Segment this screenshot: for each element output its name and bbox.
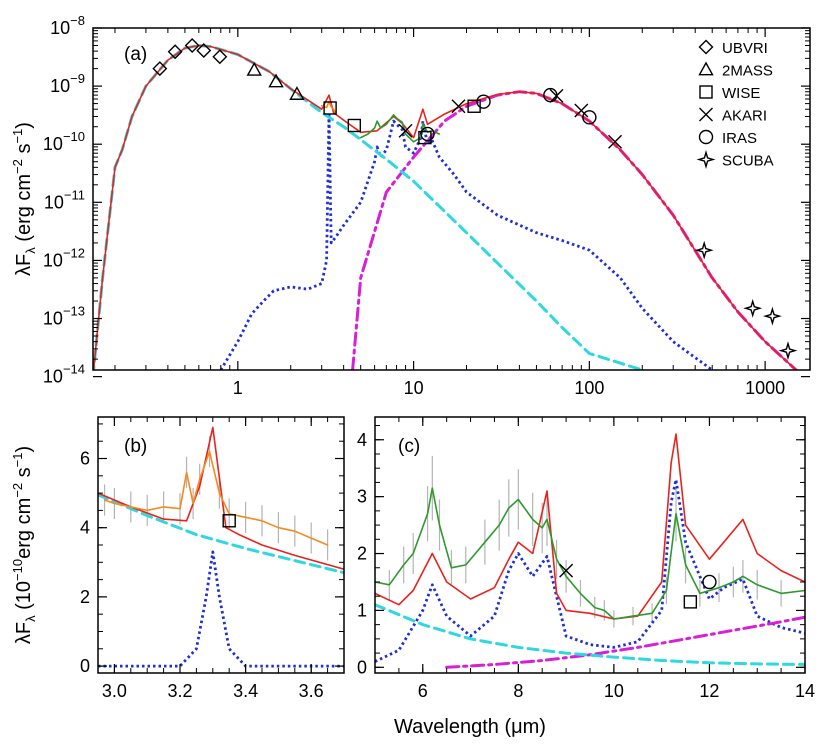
- panel-a-point-star: [743, 298, 763, 318]
- panel-a-point-square: [347, 118, 362, 133]
- y-tick-label: 0: [80, 656, 90, 676]
- panel-b-series-pah-2: [98, 550, 344, 668]
- panel-b-label: (b): [124, 436, 147, 457]
- panel-b-series-spectrum-3: [103, 450, 329, 546]
- x-tick-label: 14: [795, 681, 815, 701]
- panel-c-x-axis-title: Wavelength (μm): [394, 716, 546, 738]
- x-tick-label: 10: [404, 378, 424, 398]
- y-tick-label: 6: [80, 449, 90, 469]
- x-tick-label: 3.6: [299, 681, 324, 701]
- panel-a-point-circle: [582, 110, 597, 125]
- x-tick-label: 10: [604, 681, 624, 701]
- panel-a-point-diamond: [212, 49, 228, 65]
- panel-b-point-square: [222, 514, 236, 528]
- x-tick-label: 6: [418, 681, 428, 701]
- panel-a-label: (a): [124, 44, 147, 65]
- x-tick-label: 1000: [745, 378, 785, 398]
- y-tick-label: 3: [357, 487, 367, 507]
- y-tick-label: 10−11: [44, 187, 85, 212]
- panel-a-point-square: [323, 101, 337, 115]
- panel-a-point-circle: [420, 126, 435, 142]
- panel-c-point-circle: [702, 574, 717, 590]
- panel-b-series-total-1: [98, 426, 344, 570]
- panel-a: 1 10 100 1000 10−8 10−9 10−10 10−11 10−12 10−13 10…: [10, 13, 811, 398]
- y-tick-label: 10−8: [50, 13, 85, 38]
- panel-a-point-diamond: [167, 44, 183, 60]
- legend-label-triangle: 2MASS: [722, 63, 773, 80]
- y-tick-label: 10−14: [43, 362, 85, 387]
- panel-a-point-diamond: [184, 38, 200, 53]
- panel-a-point-cross: [398, 123, 413, 138]
- panel-a-point-cross: [608, 134, 623, 149]
- panel-a-series-pah-1: [219, 111, 714, 370]
- panel-c-series-total-3: [375, 433, 805, 620]
- y-tick-label: 10−10: [43, 129, 85, 154]
- panel-a-point-cross: [574, 103, 589, 118]
- x-tick-label: 100: [574, 378, 604, 398]
- legend-label-circle: IRAS: [722, 130, 757, 147]
- panel-a-point-star: [762, 306, 782, 326]
- panel-a-series-stars-0: [93, 44, 644, 370]
- panel-a-point-diamond: [152, 61, 168, 77]
- y-tick-label: 2: [357, 544, 367, 564]
- legend-label-square: WISE: [722, 85, 760, 102]
- y-tick-label: 2: [80, 587, 90, 607]
- x-tick-label: 12: [699, 681, 719, 701]
- legend-label-diamond: UBVRI: [722, 40, 768, 57]
- panel-a-frame: [92, 27, 811, 371]
- panel-a-point-circle: [543, 87, 558, 103]
- y-tick-label: 0: [357, 657, 367, 677]
- panel-a-series-spectrum-4: [359, 114, 441, 143]
- legend-marker-square: [699, 85, 713, 99]
- y-tick-label: 10−13: [43, 304, 85, 329]
- panel-c-series-spectrum-4: [375, 487, 805, 620]
- x-tick-label: 3.0: [102, 681, 127, 701]
- y-tick-label: 4: [357, 430, 367, 450]
- panel-a-y-axis-title: λFλ (erg cm−2 s−1): [10, 122, 38, 276]
- legend-label-star: SCUBA: [722, 153, 774, 170]
- panel-a-point-star: [694, 240, 714, 260]
- panel-b-y-axis-title: λFλ (10−10erg cm−2 s−1): [10, 446, 38, 644]
- panel-a-legend: UBVRI 2MASS WISE AKARI IRAS SCUBA: [696, 39, 774, 170]
- y-tick-label: 10−9: [50, 71, 85, 96]
- panel-c-point-square: [683, 595, 698, 609]
- legend-marker-triangle: [698, 61, 714, 76]
- panel-c-series-dust-1: [445, 615, 805, 669]
- panel-c-label: (c): [398, 436, 420, 457]
- legend-marker-circle: [698, 129, 714, 145]
- panel-a-series-total-3: [93, 44, 798, 370]
- panel-c-point-cross: [559, 563, 574, 578]
- y-tick-label: 4: [80, 518, 90, 538]
- panel-b-series-stars-0: [98, 493, 344, 575]
- panel-a-point-square: [418, 130, 432, 145]
- panel-a-point-triangle: [268, 73, 284, 88]
- y-tick-label: 10−12: [43, 245, 85, 270]
- x-tick-label: 1: [233, 378, 243, 398]
- panel-a-point-triangle: [246, 61, 262, 76]
- panel-a-point-diamond: [196, 43, 212, 58]
- y-tick-label: 1: [357, 600, 367, 620]
- x-tick-label: 3.2: [167, 681, 192, 701]
- panel-a-point-star: [778, 341, 798, 361]
- panel-a-point-square: [467, 99, 481, 113]
- x-tick-label: 3.4: [233, 681, 258, 701]
- panel-a-point-circle: [476, 94, 491, 109]
- legend-label-cross: AKARI: [722, 108, 767, 125]
- legend-marker-cross: [699, 107, 713, 122]
- panel-a-point-triangle: [289, 86, 305, 100]
- panel-b: 3.0 3.2 3.4 3.6 0 2 4 6 (b) λFλ (10−10erg cm−2 …: [10, 416, 345, 701]
- legend-marker-star: [696, 150, 716, 169]
- panel-a-point-cross: [451, 99, 466, 114]
- x-tick-label: 8: [513, 681, 523, 701]
- legend-marker-diamond: [698, 39, 714, 55]
